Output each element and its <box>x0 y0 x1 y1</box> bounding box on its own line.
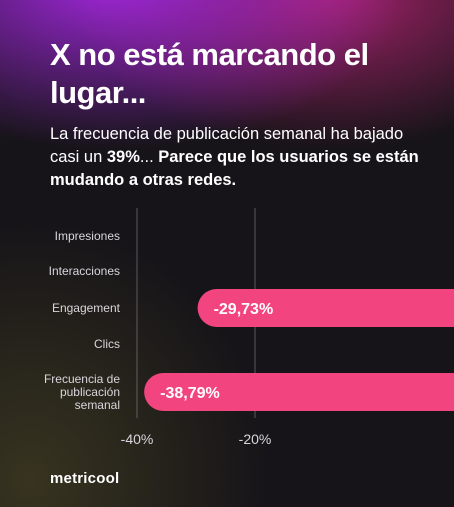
category-label-line: Engagement <box>52 301 121 315</box>
category-label-line: publicación <box>60 385 120 399</box>
metricool-logo: metricool <box>50 470 120 487</box>
page-title: X no está marcando el lugar... <box>50 37 369 110</box>
subtitle-highlight-text: Parece que los usuarios se están mudando… <box>50 148 419 189</box>
bar <box>144 373 454 411</box>
page-subtitle: La frecuencia de publicación semanal ha … <box>50 123 430 192</box>
bar-data-label: -29,73% <box>214 301 274 318</box>
x-tick-label: -20% <box>239 431 272 447</box>
bar-data-label: -38,79% <box>160 385 220 402</box>
category-label-line: Impresiones <box>55 229 120 243</box>
category-label: Clics <box>94 337 120 351</box>
category-label: Impresiones <box>55 229 120 243</box>
category-label-line: Interacciones <box>49 264 120 278</box>
bar <box>197 289 454 327</box>
category-label-line: semanal <box>75 398 120 412</box>
subtitle-highlight-percent: 39% <box>106 148 140 166</box>
category-label-line: Clics <box>94 337 120 351</box>
subtitle-text: La frecuencia de publicación semanal ha … <box>50 125 404 166</box>
category-label: Interacciones <box>49 264 120 278</box>
subtitle-ellipsis: ... <box>139 148 159 166</box>
x-tick-label: -40% <box>121 431 154 447</box>
category-label: Frecuencia de publicación semanal <box>44 372 120 412</box>
category-label-line: Frecuencia de <box>44 372 120 386</box>
category-label: Engagement <box>52 301 121 315</box>
